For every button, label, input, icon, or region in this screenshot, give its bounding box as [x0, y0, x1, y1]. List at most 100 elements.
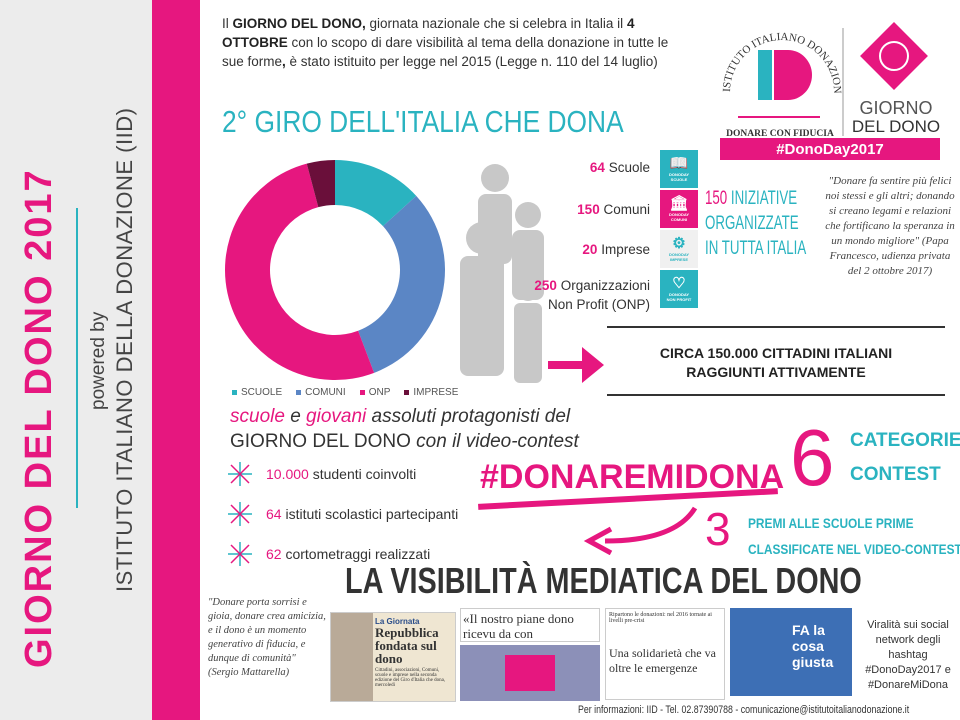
text: PREMI ALLE SCUOLE PRIME	[748, 515, 914, 531]
stat-text: studenti coinvolti	[308, 466, 417, 482]
text: CONTEST	[850, 464, 941, 485]
tile-tag: DONODAY	[668, 212, 690, 217]
legend-label: SCUOLE	[241, 387, 283, 398]
count-number: 250	[534, 278, 557, 293]
mattarella-quote: "Donare porta sorrisi e gioia, donare cr…	[208, 597, 326, 678]
text: Il	[222, 16, 233, 31]
legend-label: ONP	[368, 387, 391, 398]
stat-item: 64 istituti scolastici partecipanti	[228, 502, 458, 526]
tile-category: NON PROFIT	[666, 297, 692, 302]
tv-photo	[460, 645, 600, 701]
donut-slice-comuni	[358, 195, 445, 373]
contest-hashtag: #DONAREMIDONA	[480, 458, 785, 496]
initiatives-block: 150 INIZIATIVE ORGANIZZATE IN TUTTA ITALIA	[705, 186, 806, 261]
text: Ripartono le donazioni: nel 2016 tornate…	[609, 612, 712, 624]
legend-swatch	[359, 389, 365, 395]
vertical-title: GIORNO DEL DONO 2017	[18, 168, 60, 668]
category-tile: 📖 DONODAY SCUOLE	[660, 150, 698, 188]
legend-item: SCUOLE	[232, 387, 282, 398]
press-clip-repubblica: La Giornata Repubblica fondata sul dono …	[330, 612, 456, 702]
logo-deldono: DEL DONO	[852, 117, 940, 136]
text: IN TUTTA ITALIA	[705, 238, 807, 259]
count-label: Comuni	[603, 202, 650, 217]
stat-number: 64	[266, 506, 282, 522]
text: 4 OTTOBRE	[222, 16, 635, 50]
category-tile: ♡ DONODAY NON PROFIT	[660, 270, 698, 308]
tv-screenshot: FA la cosa giusta	[730, 608, 852, 696]
prizes-number: 3	[705, 503, 731, 555]
count-0: 64 Scuole	[590, 158, 650, 177]
count-1: 150 Comuni	[577, 200, 650, 219]
chart-legend: SCUOLE COMUNI ONP IMPRESE	[232, 387, 458, 398]
count-label: Scuole	[608, 160, 650, 175]
divider	[76, 208, 78, 508]
logo-giorno: GIORNO	[859, 98, 932, 118]
donut-slice-onp	[224, 163, 375, 380]
text: 150	[705, 188, 728, 209]
text: con lo scopo di dare visibilità al tema …	[222, 35, 669, 69]
tile-tag: DONODAY	[668, 172, 690, 177]
photo	[331, 613, 373, 701]
donut-slice-scuole	[335, 160, 417, 227]
donut-chart	[224, 160, 445, 380]
tile-category: COMUNI	[670, 217, 688, 222]
viral-note: Viralità sui social network degli hashta…	[865, 619, 951, 691]
text: GIORNO DEL DONO,	[232, 16, 366, 31]
intro-paragraph: Il GIORNO DEL DONO, giornata nazionale c…	[222, 14, 692, 71]
stat-text: cortometraggi realizzati	[281, 546, 431, 562]
legend-swatch	[404, 389, 410, 395]
tile-tag: DONODAY	[668, 252, 690, 257]
text: CIRCA 150.000 CITTADINI ITALIANI	[659, 345, 893, 361]
footer-contacts: Per informazioni: IID - Tel. 02.87390788…	[578, 704, 910, 716]
category-tile: ⚙ DONODAY IMPRESE	[660, 230, 698, 268]
curved-arrow-icon	[583, 506, 698, 555]
citizens-box: CIRCA 150.000 CITTADINI ITALIANI RAGGIUNT…	[607, 326, 945, 396]
donut-slice-imprese	[306, 160, 335, 208]
media-title: LA VISIBILITÀ MEDIATICA DEL DONO	[345, 560, 862, 601]
book-icon: 📖	[669, 155, 689, 172]
logo-tagline: DONARE CON FIDUCIA	[726, 129, 834, 139]
text: è stato istituito per legge nel 2015 (Le…	[285, 54, 658, 69]
stat-number: 62	[266, 546, 282, 562]
stat-number: 10.000	[266, 466, 309, 482]
pope-quote: "Donare fa sentire più felici noi stessi…	[825, 175, 955, 277]
press-clip-solidarity: Ripartono le donazioni: nel 2016 tornate…	[605, 608, 725, 700]
text: e	[284, 406, 307, 427]
tile-category: IMPRESE	[669, 257, 688, 262]
heart-icon: ♡	[672, 275, 686, 292]
logo: ISTITUTO ITALIANO DONAZIONE ID DONARE CO…	[708, 10, 940, 160]
text: giornata nazionale che si celebra in Ita…	[365, 16, 627, 31]
count-number: 150	[577, 202, 600, 217]
legend-item: COMUNI	[296, 387, 346, 398]
photo	[505, 655, 555, 691]
text: ,	[282, 54, 286, 69]
text: Repubblica fondata sul dono	[375, 625, 439, 666]
schools-lead: scuole e giovani assoluti protagonisti d…	[230, 404, 579, 454]
text: INIZIATIVE	[727, 188, 798, 209]
count-label: Non Profit (ONP)	[547, 297, 650, 312]
legend-swatch	[232, 389, 237, 395]
people-silhouettes-icon	[460, 164, 544, 383]
legend-label: IMPRESE	[413, 387, 459, 398]
asterisk-icon	[228, 462, 252, 486]
stat-text: istituti scolastici partecipanti	[281, 506, 459, 522]
arrow-right-icon	[548, 347, 604, 383]
text: RAGGIUNTI ATTIVAMENTE	[686, 364, 866, 380]
press-clip-quote: «Il nostro piane dono ricevu da con	[460, 608, 600, 642]
legend-item: IMPRESE	[404, 387, 458, 398]
text: scuole	[230, 406, 285, 427]
tile-tag: DONODAY	[668, 292, 690, 297]
gears-icon: ⚙	[672, 235, 686, 252]
categories-label: CATEGORIE CONTEST	[850, 424, 960, 492]
text: La Giornata	[375, 617, 420, 626]
count-number: 20	[582, 242, 598, 257]
pink-band	[152, 0, 200, 720]
legend-swatch	[296, 389, 302, 395]
asterisk-icon	[228, 542, 252, 566]
category-tile: 🏛 DONODAY COMUNI	[660, 190, 698, 228]
tile-category: SCUOLE	[670, 177, 688, 182]
text: Una solidarietà che va oltre le emergenz…	[609, 646, 716, 675]
text: assoluti protagonisti del	[366, 406, 571, 427]
text: Cittadini, associazioni, Comuni, scuole …	[375, 668, 446, 688]
text: CATEGORIE	[850, 430, 960, 451]
